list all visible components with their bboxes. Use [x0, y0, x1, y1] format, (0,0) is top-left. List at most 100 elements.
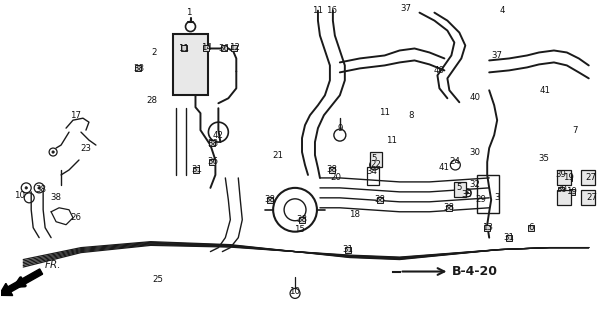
Bar [589, 195, 595, 201]
Bar [210, 159, 216, 165]
Text: 40: 40 [470, 93, 481, 102]
Text: 16: 16 [326, 6, 337, 15]
Bar [558, 172, 564, 178]
Text: 22: 22 [370, 160, 381, 170]
Bar [528, 225, 534, 231]
Text: 31: 31 [191, 165, 202, 174]
Text: 28: 28 [146, 96, 157, 105]
Text: 32: 32 [470, 180, 481, 189]
Text: 38: 38 [51, 193, 62, 202]
Text: 27: 27 [585, 173, 596, 182]
Text: 26: 26 [70, 213, 81, 222]
Text: 5: 5 [371, 154, 376, 163]
Text: 14: 14 [201, 43, 212, 52]
Bar [557, 170, 571, 185]
Text: 15: 15 [293, 225, 304, 234]
Text: 12: 12 [229, 43, 240, 52]
Text: 38: 38 [374, 195, 385, 204]
Circle shape [52, 151, 54, 153]
Bar [135, 65, 141, 71]
Bar [447, 205, 452, 211]
Text: 29: 29 [476, 195, 487, 204]
Text: 31: 31 [342, 245, 353, 254]
Circle shape [38, 187, 40, 189]
Bar [367, 167, 379, 185]
Bar [477, 175, 499, 213]
Text: 2: 2 [151, 48, 156, 57]
Text: 37: 37 [492, 51, 503, 60]
Text: 25: 25 [152, 275, 163, 284]
Text: 7: 7 [572, 126, 577, 135]
Text: 10: 10 [14, 191, 25, 200]
Bar [485, 225, 490, 231]
Circle shape [466, 192, 469, 194]
Text: 38: 38 [133, 64, 144, 73]
Bar [180, 45, 186, 52]
Text: 34: 34 [366, 167, 377, 176]
Bar [377, 197, 382, 203]
Bar [267, 197, 273, 203]
Text: 21: 21 [273, 150, 284, 160]
Text: 3: 3 [494, 193, 500, 202]
Bar [455, 182, 466, 197]
Text: FR.: FR. [45, 260, 62, 269]
Text: 35: 35 [538, 154, 549, 163]
Bar [588, 175, 594, 181]
Text: 19: 19 [566, 188, 577, 196]
Text: 5: 5 [456, 183, 462, 192]
Text: 38: 38 [444, 203, 455, 212]
Text: 33: 33 [462, 190, 473, 199]
Text: 30: 30 [470, 148, 481, 156]
Text: 39: 39 [557, 185, 568, 194]
Bar [581, 190, 595, 205]
Bar [370, 152, 382, 167]
Bar [558, 187, 564, 193]
Text: 38: 38 [326, 165, 337, 174]
Bar [221, 45, 227, 52]
Text: 42: 42 [213, 131, 224, 140]
Bar [345, 247, 351, 252]
Bar [506, 235, 512, 241]
Bar [172, 34, 208, 95]
Text: 38: 38 [207, 139, 218, 148]
Text: 8: 8 [409, 111, 414, 120]
Text: 27: 27 [586, 193, 597, 202]
Bar [299, 217, 305, 223]
Text: 9: 9 [337, 124, 343, 132]
Text: 38: 38 [296, 215, 307, 224]
Text: 36: 36 [219, 44, 230, 53]
Text: 11: 11 [386, 136, 397, 145]
Bar [569, 189, 575, 195]
Text: 23: 23 [81, 144, 92, 153]
Bar [232, 45, 237, 52]
Bar [210, 140, 216, 146]
Text: 17: 17 [70, 111, 81, 120]
Text: 20: 20 [331, 173, 342, 182]
Text: 4: 4 [499, 6, 505, 15]
Text: 11: 11 [379, 108, 390, 117]
Text: 13: 13 [481, 223, 492, 232]
Text: 38: 38 [265, 195, 276, 204]
Text: 11: 11 [312, 6, 323, 15]
Text: 38: 38 [35, 185, 46, 194]
Text: 41: 41 [540, 86, 551, 95]
Text: 31: 31 [503, 233, 514, 242]
Text: 11: 11 [178, 44, 189, 53]
FancyArrow shape [0, 269, 43, 295]
Bar [566, 175, 572, 181]
Text: 10: 10 [288, 287, 299, 296]
Text: 1: 1 [186, 8, 191, 17]
Bar [329, 167, 335, 173]
Text: 36: 36 [207, 157, 218, 166]
Text: 18: 18 [349, 210, 360, 219]
Text: B-4-20: B-4-20 [452, 265, 499, 278]
Bar [203, 45, 210, 52]
Text: 19: 19 [563, 173, 574, 182]
Text: 40: 40 [434, 66, 445, 75]
Text: 24: 24 [450, 157, 461, 166]
Text: 39: 39 [555, 171, 566, 180]
Bar [557, 190, 571, 205]
Circle shape [25, 187, 27, 189]
Text: 37: 37 [400, 4, 411, 13]
Text: 6: 6 [529, 223, 534, 232]
